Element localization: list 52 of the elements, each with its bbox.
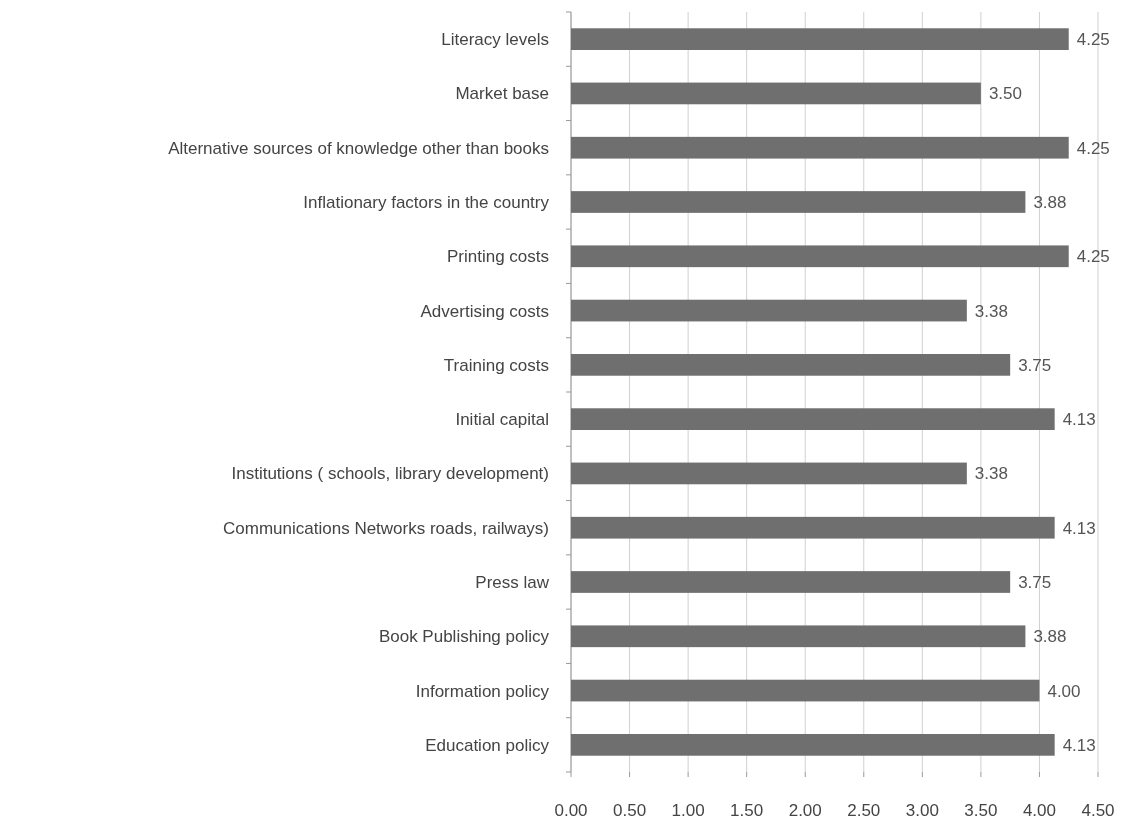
y-tick-label: Initial capital: [455, 410, 549, 430]
y-tick-label: Press law: [475, 572, 550, 592]
x-tick-label: 2.00: [788, 801, 822, 820]
data-label: 4.25: [1076, 30, 1110, 50]
bar: [571, 462, 967, 485]
bar: [571, 734, 1055, 756]
x-tick-label: 3.00: [905, 801, 939, 820]
bar: [571, 191, 1026, 213]
y-tick-label: Alternative sources of knowledge other than books: [168, 138, 549, 158]
bar: [571, 136, 1069, 159]
bar: [571, 354, 1011, 376]
bar: [571, 625, 1026, 648]
x-tick-label: 1.00: [671, 801, 705, 820]
y-tick-label: Book Publishing policy: [378, 627, 550, 647]
data-label: 3.50: [988, 84, 1022, 104]
y-tick-label: Printing costs: [446, 247, 549, 267]
x-tick-label: 4.50: [1081, 801, 1115, 820]
data-label: 4.13: [1062, 410, 1096, 430]
y-tick-label: Literacy levels: [441, 30, 549, 50]
y-tick-label: Training costs: [443, 355, 549, 375]
bar: [571, 28, 1069, 50]
bar: [571, 82, 981, 105]
x-tick-label: 0.00: [554, 801, 588, 820]
data-label: 4.13: [1062, 735, 1096, 755]
y-tick-label: Information policy: [415, 681, 550, 701]
y-tick-label: Education policy: [425, 735, 550, 755]
x-tick-label: 2.50: [847, 801, 881, 820]
y-tick-label: Market base: [455, 84, 549, 104]
bar: [571, 679, 1040, 702]
data-label: 3.38: [974, 464, 1008, 484]
data-label: 3.75: [1018, 573, 1052, 592]
data-label: 3.38: [974, 301, 1008, 321]
x-tick-label: 3.50: [964, 801, 998, 820]
y-tick-label: Inflationary factors in the country: [303, 192, 550, 212]
bar: [571, 245, 1069, 268]
bar: [571, 408, 1055, 430]
data-label: 3.75: [1018, 355, 1052, 375]
x-tick-label: 1.50: [730, 801, 764, 820]
x-tick-label: 4.00: [1022, 801, 1056, 820]
data-label: 4.00: [1047, 681, 1081, 701]
data-label: 4.25: [1076, 247, 1110, 267]
y-tick-label: Advertising costs: [420, 301, 549, 321]
data-label: 3.88: [1033, 627, 1067, 647]
x-tick-label: 0.50: [613, 801, 647, 820]
data-label: 3.88: [1033, 193, 1067, 212]
bar: [571, 299, 967, 322]
bar: [571, 571, 1011, 593]
y-tick-label: Institutions ( schools, library development): [231, 464, 549, 484]
bar: [571, 516, 1055, 539]
y-tick-label: Communications Networks roads, railways): [223, 518, 549, 538]
data-label: 4.25: [1076, 138, 1110, 158]
data-label: 4.13: [1062, 518, 1096, 538]
